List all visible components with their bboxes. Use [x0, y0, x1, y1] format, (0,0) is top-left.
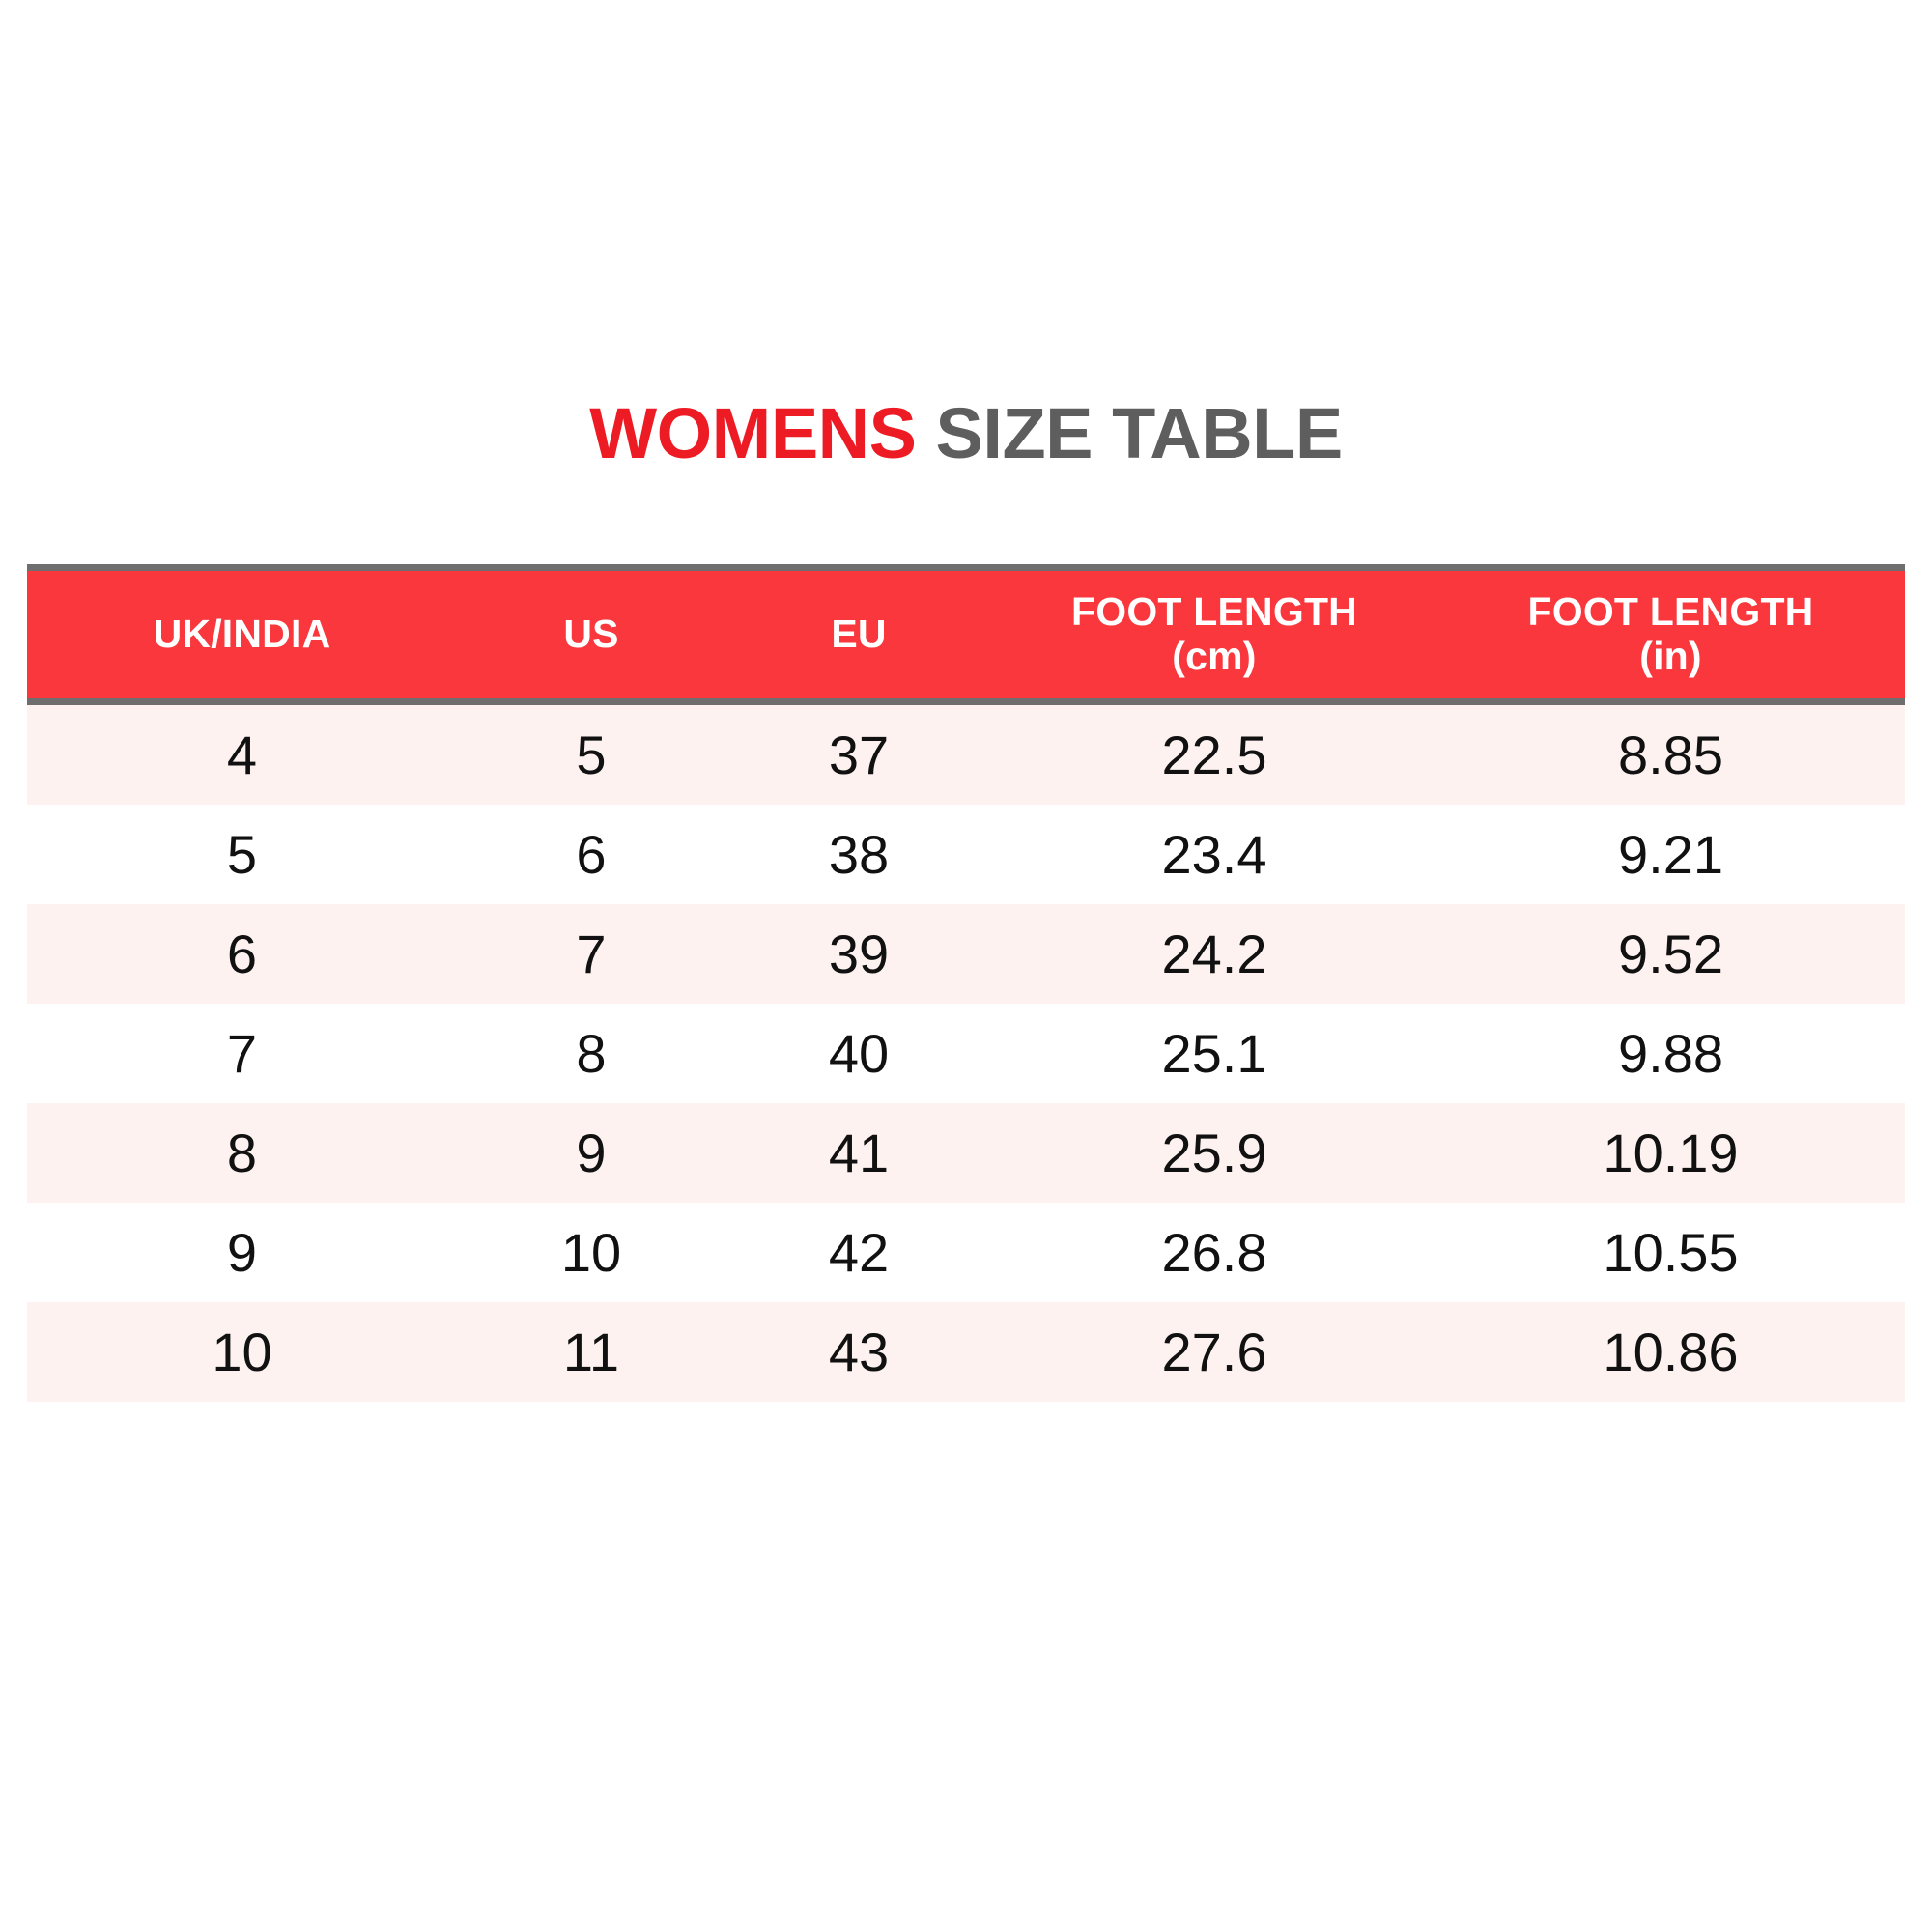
page-title-rest: SIZE TABLE — [935, 393, 1344, 473]
column-header-foot-length-cm: FOOT LENGTH (cm) — [992, 571, 1436, 698]
table-row: 5 6 38 23.4 9.21 — [27, 805, 1905, 904]
cell-foot-length-in: 9.21 — [1618, 823, 1723, 885]
column-header-foot-length-in-label: FOOT LENGTH — [1527, 589, 1814, 635]
cell-uk-india: 4 — [226, 724, 258, 785]
cell-foot-length-in: 8.85 — [1618, 724, 1723, 785]
column-header-us-label: US — [563, 611, 619, 657]
table-row: 4 5 37 22.5 8.85 — [27, 705, 1905, 805]
cell-foot-length-cm: 25.9 — [1161, 1122, 1267, 1183]
cell-uk-india: 10 — [212, 1321, 272, 1382]
page-title-accent: WOMENS — [589, 393, 917, 473]
cell-us: 6 — [576, 823, 607, 885]
cell-foot-length-in: 9.88 — [1618, 1022, 1723, 1084]
cell-foot-length-in: 10.55 — [1603, 1221, 1739, 1283]
column-header-foot-length-in-unit: (in) — [1639, 634, 1702, 678]
cell-uk-india: 6 — [226, 923, 258, 984]
cell-foot-length-in: 10.86 — [1603, 1321, 1739, 1382]
cell-eu: 43 — [828, 1321, 890, 1382]
cell-eu: 40 — [828, 1022, 890, 1084]
cell-eu: 39 — [828, 923, 890, 984]
table-row: 6 7 39 24.2 9.52 — [27, 904, 1905, 1004]
cell-us: 10 — [560, 1221, 622, 1283]
cell-uk-india: 9 — [226, 1221, 258, 1283]
cell-uk-india: 7 — [226, 1022, 258, 1084]
table-body: 4 5 37 22.5 8.85 5 6 38 23.4 9.21 6 7 39 24.2 9.52 7 8 40… — [27, 705, 1905, 1402]
column-header-uk-india: UK/INDIA — [27, 571, 457, 698]
column-header-eu-label: EU — [831, 611, 887, 657]
page-title: WOMENS SIZE TABLE — [0, 398, 1932, 469]
cell-foot-length-in: 9.52 — [1618, 923, 1723, 984]
cell-uk-india: 8 — [226, 1122, 258, 1183]
table-row: 7 8 40 25.1 9.88 — [27, 1004, 1905, 1103]
cell-eu: 38 — [828, 823, 890, 885]
cell-us: 7 — [576, 923, 607, 984]
column-header-us: US — [457, 571, 725, 698]
cell-eu: 37 — [828, 724, 890, 785]
cell-eu: 42 — [828, 1221, 890, 1283]
column-header-foot-length-in: FOOT LENGTH (in) — [1436, 571, 1905, 698]
cell-us: 9 — [576, 1122, 607, 1183]
table-header-row: UK/INDIA US EU FOOT LENGTH (cm) — [27, 564, 1905, 705]
cell-us: 8 — [576, 1022, 607, 1084]
table-row: 9 10 42 26.8 10.55 — [27, 1203, 1905, 1302]
cell-uk-india: 5 — [226, 823, 258, 885]
cell-us: 5 — [576, 724, 607, 785]
table-row: 8 9 41 25.9 10.19 — [27, 1103, 1905, 1203]
size-table: UK/INDIA US EU FOOT LENGTH (cm) — [27, 564, 1905, 1402]
column-header-foot-length-cm-unit: (cm) — [1172, 634, 1257, 678]
cell-foot-length-cm: 26.8 — [1161, 1221, 1267, 1283]
cell-foot-length-cm: 27.6 — [1161, 1321, 1267, 1382]
column-header-eu: EU — [725, 571, 992, 698]
table-row: 10 11 43 27.6 10.86 — [27, 1302, 1905, 1402]
cell-foot-length-in: 10.19 — [1603, 1122, 1739, 1183]
cell-foot-length-cm: 22.5 — [1161, 724, 1267, 785]
cell-eu: 41 — [828, 1122, 890, 1183]
cell-foot-length-cm: 23.4 — [1161, 823, 1267, 885]
cell-foot-length-cm: 25.1 — [1161, 1022, 1267, 1084]
column-header-foot-length-cm-label: FOOT LENGTH — [1070, 589, 1357, 635]
page-title-separator — [916, 393, 935, 473]
column-header-uk-india-label: UK/INDIA — [153, 611, 331, 657]
cell-foot-length-cm: 24.2 — [1161, 923, 1267, 984]
cell-us: 11 — [562, 1321, 620, 1382]
